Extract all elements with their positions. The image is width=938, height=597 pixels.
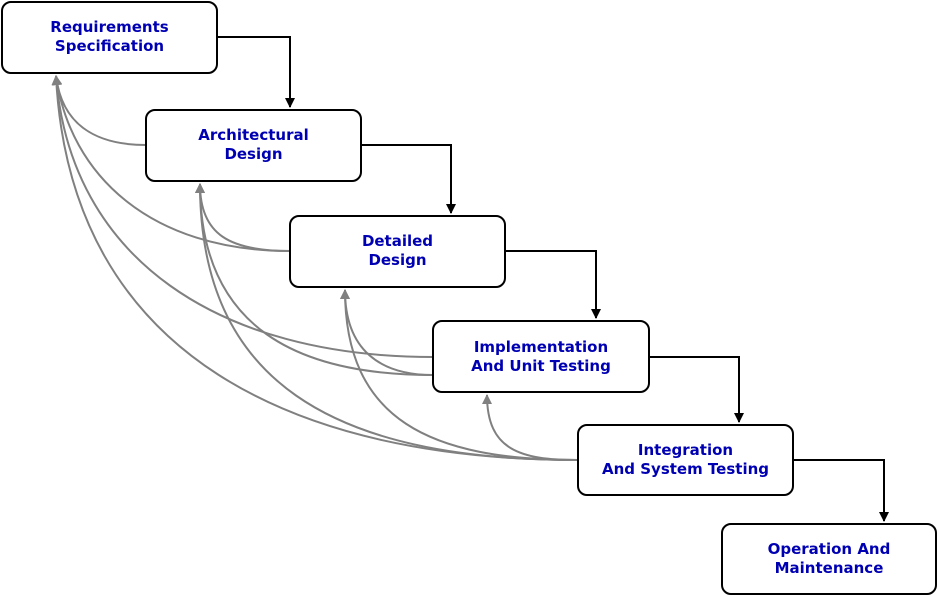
- flow-arrow-detailed-to-implementation: [505, 250, 601, 319]
- stage-label: Operation And: [768, 540, 891, 558]
- flow-arrow-architectural-to-detailed: [361, 144, 456, 214]
- flow-arrow-integration-to-operation: [793, 459, 889, 522]
- feedback-arrow-implementation-to-requirements: [51, 75, 434, 358]
- stage-label: Maintenance: [775, 559, 884, 577]
- feedback-arrow-integration-to-architectural: [195, 183, 579, 461]
- stage-box: [289, 215, 506, 288]
- flow-arrows: [217, 36, 889, 522]
- stage-label: Integration: [638, 441, 733, 459]
- stage-box: [577, 424, 794, 496]
- stage-requirements: Requirements Specification: [1, 1, 218, 74]
- stage-label: And System Testing: [602, 460, 769, 478]
- flow-arrow-implementation-to-integration: [649, 356, 744, 423]
- stage-label: Requirements: [50, 18, 169, 36]
- stage-architectural: Architectural Design: [145, 109, 362, 182]
- feedback-arrow-integration-to-detailed: [340, 289, 579, 461]
- flow-arrow-requirements-to-architectural: [217, 36, 295, 108]
- stage-implementation: Implementation And Unit Testing: [432, 320, 650, 393]
- stage-label: Design: [368, 251, 426, 269]
- stage-operation: Operation And Maintenance: [721, 523, 937, 595]
- feedback-arrow-implementation-to-detailed: [340, 289, 434, 376]
- stage-label: Design: [224, 145, 282, 163]
- feedback-arrow-integration-to-implementation: [482, 394, 579, 461]
- stage-label: Detailed: [362, 232, 433, 250]
- stage-label: Implementation: [474, 338, 608, 356]
- stage-label: And Unit Testing: [471, 357, 611, 375]
- stage-integration: Integration And System Testing: [577, 424, 794, 496]
- stage-box: [721, 523, 937, 595]
- feedback-arrow-implementation-to-architectural: [195, 183, 434, 376]
- stage-label: Specification: [55, 37, 164, 55]
- stage-box: [145, 109, 362, 182]
- feedback-arrow-detailed-to-requirements: [52, 75, 291, 252]
- stage-box: [432, 320, 650, 393]
- stage-label: Architectural: [198, 126, 308, 144]
- feedback-arrows: [51, 75, 579, 461]
- stage-detailed: Detailed Design: [289, 215, 506, 288]
- feedback-arrow-architectural-to-requirements: [52, 75, 147, 146]
- feedback-arrow-detailed-to-architectural: [195, 183, 291, 252]
- stage-box: [1, 1, 218, 74]
